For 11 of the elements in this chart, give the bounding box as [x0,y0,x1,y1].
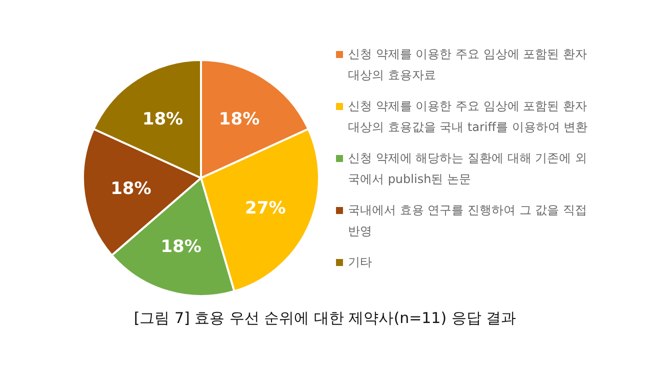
legend-label: 기타 [348,254,372,271]
legend-label: 국내에서 효용 연구를 진행하여 그 값을 직접 반영 [348,202,588,240]
legend-label: 신청 약제를 이용한 주요 임상에 포함된 환자 대상의 효용값을 국내 tariff를 이용하여 변환 [348,98,589,136]
data-label: 27% [245,198,286,218]
data-label: 18% [142,109,184,130]
legend-label: 신청 약제를 이용한 주요 임상에 포함된 환자 대상의 효용자료 [348,46,588,84]
data-label: 18% [218,109,260,130]
text: [그림 7] 효용 우선 순위에 대한 제약사(n=11) 응답 결과 [132,309,518,328]
data-label: 18% [110,179,152,200]
data-label: 18% [160,236,202,257]
legend-label: 신청 약제에 해당하는 질환에 대해 기존에 외국에서 publish된 논문 [348,150,588,188]
